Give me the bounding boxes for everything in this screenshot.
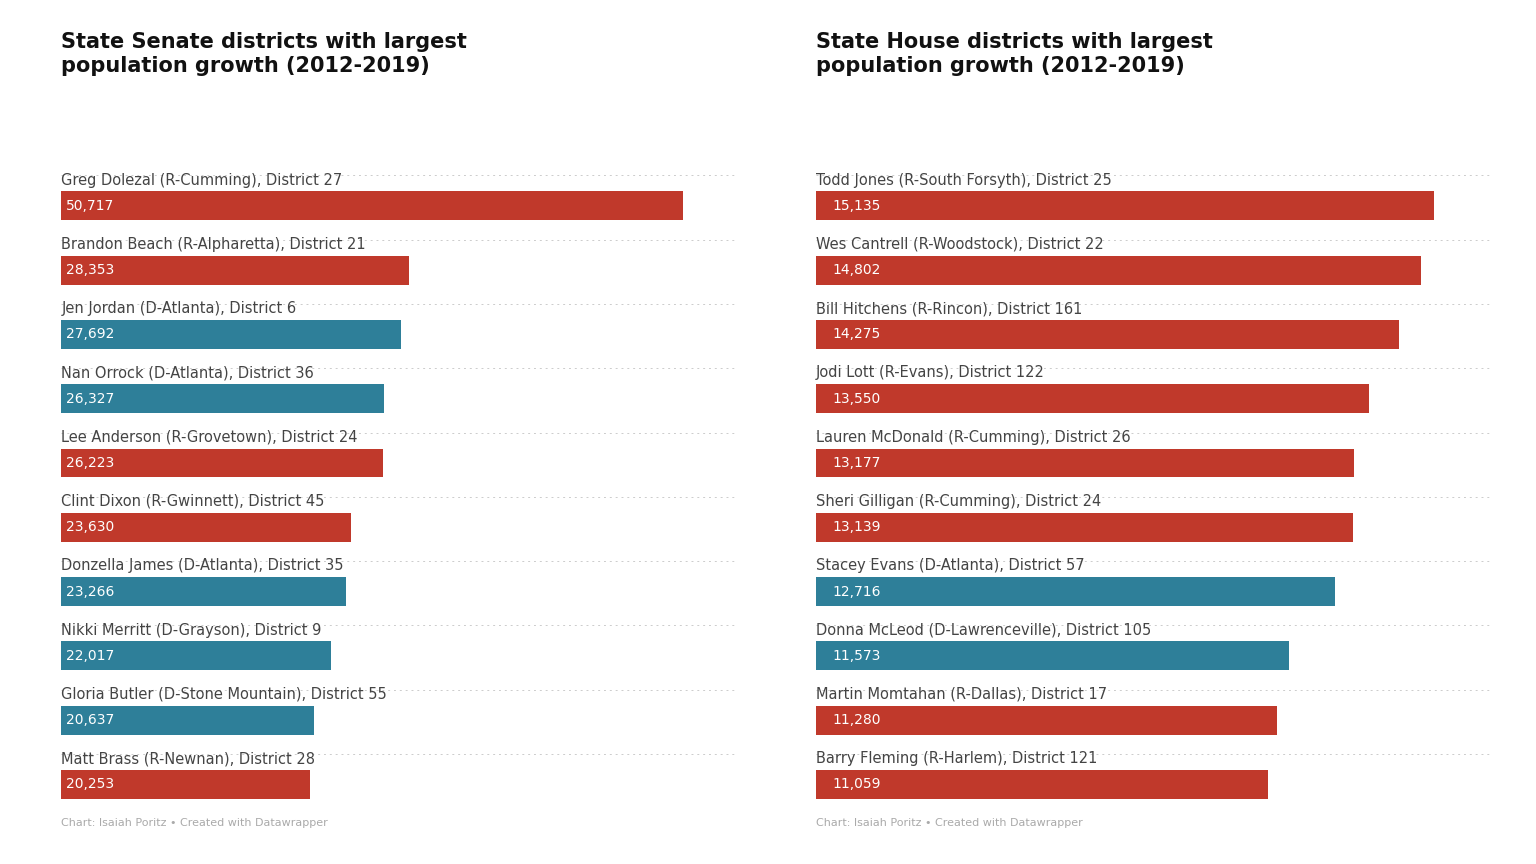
Text: Bill Hitchens (R-Rincon), District 161: Bill Hitchens (R-Rincon), District 161	[816, 302, 1083, 316]
Text: 23,266: 23,266	[66, 585, 115, 599]
Bar	[816, 384, 1370, 413]
Text: Donna McLeod (D-Lawrenceville), District 105: Donna McLeod (D-Lawrenceville), District…	[816, 623, 1152, 638]
Bar	[816, 770, 1267, 799]
Bar	[816, 513, 1353, 542]
Bar	[61, 320, 401, 349]
Text: 12,716: 12,716	[833, 585, 882, 599]
Text: 28,353: 28,353	[66, 264, 115, 277]
Text: 13,550: 13,550	[833, 391, 880, 406]
Text: Nikki Merritt (D-Grayson), District 9: Nikki Merritt (D-Grayson), District 9	[61, 623, 323, 638]
Text: 27,692: 27,692	[66, 327, 115, 341]
Text: Chart: Isaiah Poritz • Created with Datawrapper: Chart: Isaiah Poritz • Created with Data…	[61, 818, 329, 829]
Text: State House districts with largest
population growth (2012-2019): State House districts with largest popul…	[816, 32, 1213, 76]
Text: 22,017: 22,017	[66, 649, 115, 663]
Bar	[61, 448, 382, 478]
Text: 13,177: 13,177	[833, 456, 880, 470]
Text: Lee Anderson (R-Grovetown), District 24: Lee Anderson (R-Grovetown), District 24	[61, 429, 358, 445]
Text: 26,223: 26,223	[66, 456, 115, 470]
Text: 11,059: 11,059	[833, 778, 882, 791]
Bar	[61, 641, 332, 670]
Text: 26,327: 26,327	[66, 391, 115, 406]
Text: 13,139: 13,139	[833, 520, 882, 534]
Bar	[816, 192, 1435, 220]
Text: Nan Orrock (D-Atlanta), District 36: Nan Orrock (D-Atlanta), District 36	[61, 365, 315, 380]
Bar	[61, 513, 350, 542]
Text: 50,717: 50,717	[66, 199, 115, 213]
Text: Todd Jones (R-South Forsyth), District 25: Todd Jones (R-South Forsyth), District 2…	[816, 173, 1112, 187]
Text: Clint Dixon (R-Gwinnett), District 45: Clint Dixon (R-Gwinnett), District 45	[61, 494, 324, 509]
Text: Greg Dolezal (R-Cumming), District 27: Greg Dolezal (R-Cumming), District 27	[61, 173, 343, 187]
Bar	[61, 192, 684, 220]
Text: Barry Fleming (R-Harlem), District 121: Barry Fleming (R-Harlem), District 121	[816, 751, 1098, 766]
Bar	[61, 384, 384, 413]
Text: Sheri Gilligan (R-Cumming), District 24: Sheri Gilligan (R-Cumming), District 24	[816, 494, 1101, 509]
Text: 11,280: 11,280	[833, 713, 882, 727]
Text: Martin Momtahan (R-Dallas), District 17: Martin Momtahan (R-Dallas), District 17	[816, 687, 1107, 702]
Text: 23,630: 23,630	[66, 520, 115, 534]
Bar	[61, 577, 347, 606]
Text: Wes Cantrell (R-Woodstock), District 22: Wes Cantrell (R-Woodstock), District 22	[816, 237, 1104, 252]
Bar	[816, 577, 1335, 606]
Text: Brandon Beach (R-Alpharetta), District 21: Brandon Beach (R-Alpharetta), District 2…	[61, 237, 366, 252]
Bar	[816, 256, 1421, 284]
Text: State Senate districts with largest
population growth (2012-2019): State Senate districts with largest popu…	[61, 32, 467, 76]
Bar	[61, 770, 310, 799]
Text: Donzella James (D-Atlanta), District 35: Donzella James (D-Atlanta), District 35	[61, 558, 344, 574]
Bar	[61, 706, 315, 734]
Text: 20,637: 20,637	[66, 713, 115, 727]
Text: Chart: Isaiah Poritz • Created with Datawrapper: Chart: Isaiah Poritz • Created with Data…	[816, 818, 1083, 829]
Bar	[816, 448, 1355, 478]
Text: 15,135: 15,135	[833, 199, 880, 213]
Text: Lauren McDonald (R-Cumming), District 26: Lauren McDonald (R-Cumming), District 26	[816, 429, 1130, 445]
Text: Matt Brass (R-Newnan), District 28: Matt Brass (R-Newnan), District 28	[61, 751, 315, 766]
Bar	[816, 320, 1399, 349]
Bar	[816, 641, 1289, 670]
Text: 14,275: 14,275	[833, 327, 880, 341]
Text: Jen Jordan (D-Atlanta), District 6: Jen Jordan (D-Atlanta), District 6	[61, 302, 296, 316]
Text: Jodi Lott (R-Evans), District 122: Jodi Lott (R-Evans), District 122	[816, 365, 1044, 380]
Text: Stacey Evans (D-Atlanta), District 57: Stacey Evans (D-Atlanta), District 57	[816, 558, 1084, 574]
Text: 20,253: 20,253	[66, 778, 115, 791]
Bar	[816, 706, 1276, 734]
Text: 14,802: 14,802	[833, 264, 880, 277]
Text: 11,573: 11,573	[833, 649, 880, 663]
Text: Gloria Butler (D-Stone Mountain), District 55: Gloria Butler (D-Stone Mountain), Distri…	[61, 687, 387, 702]
Bar	[61, 256, 409, 284]
